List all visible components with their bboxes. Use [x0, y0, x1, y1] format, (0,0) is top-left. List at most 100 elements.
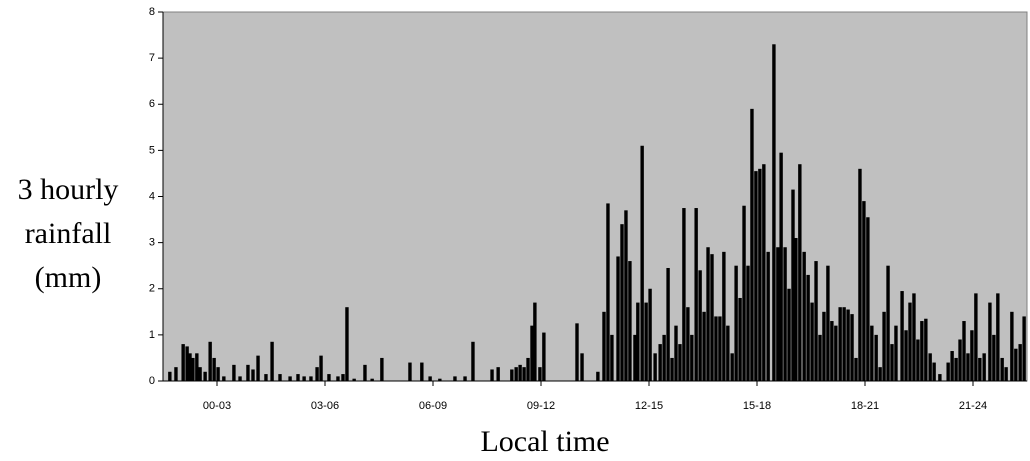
- bar: [188, 353, 192, 381]
- bar: [315, 367, 319, 381]
- bar: [718, 316, 722, 381]
- y-tick-label: 1: [149, 329, 155, 341]
- bar: [890, 344, 894, 381]
- bar: [195, 353, 199, 381]
- bar: [327, 374, 331, 381]
- bar: [826, 265, 830, 381]
- bar: [670, 357, 674, 381]
- bar: [278, 374, 282, 381]
- bar: [1018, 344, 1022, 381]
- bar: [690, 334, 694, 381]
- bar: [341, 374, 345, 381]
- bar: [850, 314, 854, 381]
- bar: [958, 339, 962, 381]
- bar: [908, 302, 912, 381]
- bar: [518, 364, 522, 381]
- bar: [490, 369, 494, 381]
- bar: [636, 302, 640, 381]
- bar: [222, 376, 226, 381]
- bar: [246, 364, 250, 381]
- bar: [522, 367, 526, 381]
- bar: [882, 311, 886, 381]
- bar: [674, 325, 678, 381]
- x-tick-label: 18-21: [851, 400, 879, 412]
- bar: [714, 316, 718, 381]
- bar: [862, 201, 866, 381]
- bar: [216, 367, 220, 381]
- bar: [762, 164, 766, 381]
- bar: [982, 353, 986, 381]
- bar: [726, 325, 730, 381]
- bar: [710, 254, 714, 381]
- x-tick-label: 00-03: [203, 400, 231, 412]
- y-tick-label: 0: [149, 375, 155, 387]
- x-tick-label: 21-24: [959, 400, 987, 412]
- bar: [682, 208, 686, 381]
- bar: [988, 302, 992, 381]
- bar: [288, 376, 292, 381]
- x-tick-label: 09-12: [527, 400, 555, 412]
- y-tick-label: 4: [149, 190, 155, 202]
- bar: [738, 297, 742, 381]
- bar: [212, 357, 216, 381]
- bar: [530, 325, 534, 381]
- bar: [302, 376, 306, 381]
- x-tick-label: 15-18: [743, 400, 771, 412]
- bar: [596, 371, 600, 381]
- bar: [1014, 348, 1018, 381]
- bar: [996, 293, 1000, 381]
- bar: [810, 302, 814, 381]
- bar: [772, 44, 776, 381]
- bar: [722, 251, 726, 381]
- bar: [924, 318, 928, 381]
- bar: [874, 334, 878, 381]
- bar: [370, 378, 374, 381]
- y-tick-label: 2: [149, 283, 155, 295]
- bar: [270, 341, 274, 381]
- bar: [750, 108, 754, 382]
- bar: [453, 376, 457, 381]
- y-tick-label: 8: [149, 6, 155, 18]
- x-tick-label: 03-06: [311, 400, 339, 412]
- bar: [602, 311, 606, 381]
- bar: [878, 367, 882, 381]
- bar: [256, 355, 260, 381]
- bar: [974, 293, 978, 381]
- bar: [510, 369, 514, 381]
- bar: [1010, 311, 1014, 381]
- bar: [264, 374, 268, 381]
- bar: [533, 302, 537, 381]
- bar: [978, 357, 982, 381]
- bar: [758, 168, 762, 381]
- bar: [428, 376, 432, 381]
- bar: [822, 311, 826, 381]
- bar: [644, 302, 648, 381]
- bar: [251, 369, 255, 381]
- bar: [309, 376, 313, 381]
- bar: [232, 364, 236, 381]
- bar: [954, 357, 958, 381]
- bar: [950, 351, 954, 381]
- bar: [1022, 316, 1026, 381]
- bar: [658, 344, 662, 381]
- y-tick-label: 7: [149, 52, 155, 64]
- bar: [798, 164, 802, 381]
- bar: [791, 189, 795, 381]
- bar: [640, 145, 644, 381]
- bar: [662, 334, 666, 381]
- bar: [496, 367, 500, 381]
- bar: [846, 309, 850, 381]
- bar: [363, 364, 367, 381]
- x-axis-title: Local time: [480, 425, 609, 458]
- bar: [894, 325, 898, 381]
- bar: [842, 307, 846, 381]
- bar: [858, 168, 862, 381]
- bar: [191, 357, 195, 381]
- bar: [168, 371, 172, 381]
- bar: [336, 376, 340, 381]
- bar: [345, 307, 349, 381]
- bar: [920, 321, 924, 381]
- bar: [830, 321, 834, 381]
- bar: [319, 355, 323, 381]
